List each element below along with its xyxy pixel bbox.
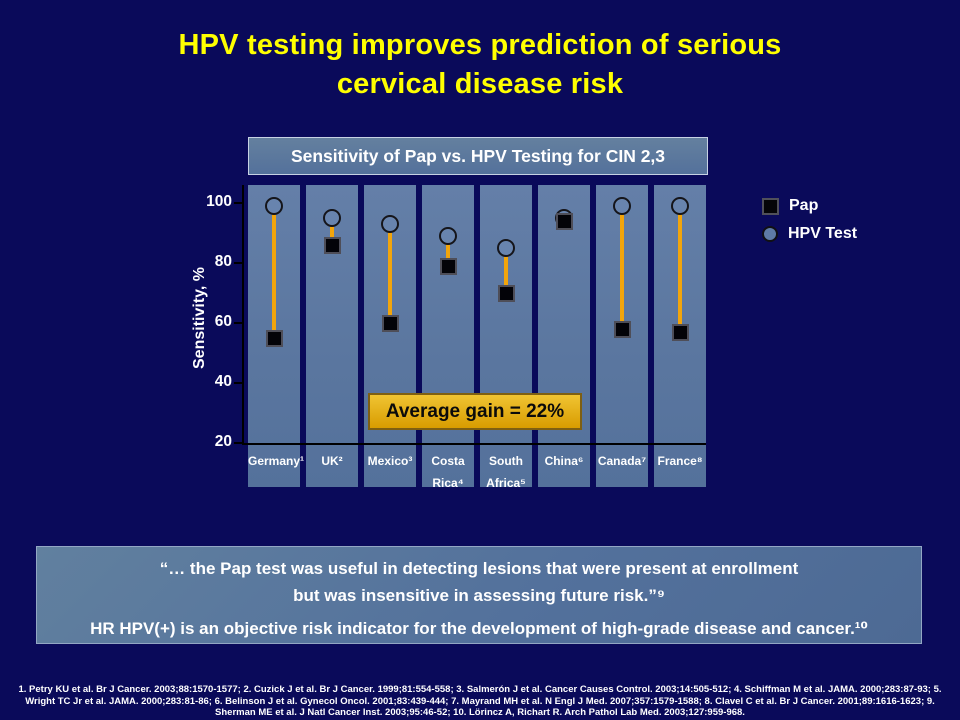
reference-line2: Wright TC Jr et al. JAMA. 2000;283:81-86… (25, 695, 935, 707)
pap-marker (497, 284, 515, 302)
legend-label-pap: Pap (789, 197, 819, 214)
y-tick-mark (234, 322, 243, 324)
y-tick-mark (234, 382, 243, 384)
category-label: Germany¹ (248, 454, 305, 468)
category-label: Mexico³ (367, 454, 413, 468)
hpv-test-marker (265, 197, 283, 215)
y-tick-label: 60 (214, 313, 232, 330)
reference-line3: Sherman ME et al. J Natl Cancer Inst. 20… (215, 707, 745, 718)
gain-range-bar (678, 206, 682, 332)
gain-range-bar (620, 206, 624, 329)
x-axis-line (242, 443, 706, 445)
pap-square-icon (762, 197, 779, 215)
quote-box: “… the Pap test was useful in detecting … (36, 546, 922, 644)
hpv-test-marker (497, 239, 515, 257)
pap-marker (671, 323, 689, 341)
quote-line3: HR HPV(+) is an objective risk indicator… (90, 619, 868, 638)
chart-title: Sensitivity of Pap vs. HPV Testing for C… (248, 137, 708, 175)
y-tick-mark (234, 442, 243, 444)
quote-line1: “… the Pap test was useful in detecting … (159, 559, 799, 578)
page-title: HPV testing improves prediction of serio… (0, 26, 960, 104)
y-tick-mark (234, 262, 243, 264)
category-label: Canada⁷ (597, 454, 647, 468)
y-tick-label: 40 (214, 373, 232, 390)
category-label: South Africa⁵ (486, 454, 526, 490)
gain-range-bar (388, 224, 392, 323)
hpv-circle-icon (762, 226, 778, 242)
gain-range-bar (446, 236, 450, 266)
gain-range-bar (504, 248, 508, 293)
pap-marker (381, 314, 399, 332)
chart-plot-area: Germany¹ UK² Mexico³ Costa Rica⁴ South Afric… (206, 185, 706, 490)
quote-line2: but was insensitive in assessing future … (293, 586, 665, 605)
pap-marker (439, 257, 457, 275)
hpv-test-marker (613, 197, 631, 215)
average-gain-annotation: Average gain = 22% (368, 393, 582, 430)
page-title-line2: cervical disease risk (336, 68, 624, 100)
pap-marker (265, 329, 283, 347)
pap-marker (323, 236, 341, 254)
legend-item-pap: Pap (762, 192, 857, 220)
gain-range-bar (330, 218, 334, 245)
hpv-test-marker (439, 227, 457, 245)
references: 1. Petry KU et al. Br J Cancer. 2003;88:… (5, 684, 955, 719)
category-label: France⁸ (657, 454, 703, 468)
y-tick-label: 100 (206, 193, 232, 210)
hpv-test-marker (671, 197, 689, 215)
y-axis-line (242, 185, 244, 444)
hpv-test-marker (323, 209, 341, 227)
category-label: Costa Rica⁴ (431, 454, 465, 490)
legend-label-hpv: HPV Test (788, 225, 858, 242)
y-tick-mark (234, 202, 243, 204)
chart-legend: Pap HPV Test (762, 192, 857, 248)
pap-marker (613, 320, 631, 338)
y-tick-label: 80 (214, 253, 232, 270)
category-label: China⁶ (544, 454, 584, 468)
reference-line1: 1. Petry KU et al. Br J Cancer. 2003;88:… (18, 684, 942, 695)
page-title-line1: HPV testing improves prediction of serio… (178, 29, 782, 61)
legend-item-hpv: HPV Test (762, 220, 857, 248)
pap-marker (555, 212, 573, 230)
category-label: UK² (321, 454, 343, 468)
country-band (538, 185, 590, 487)
country-band (480, 185, 532, 487)
hpv-test-marker (381, 215, 399, 233)
y-tick-label: 20 (214, 433, 232, 450)
gain-range-bar (272, 206, 276, 338)
